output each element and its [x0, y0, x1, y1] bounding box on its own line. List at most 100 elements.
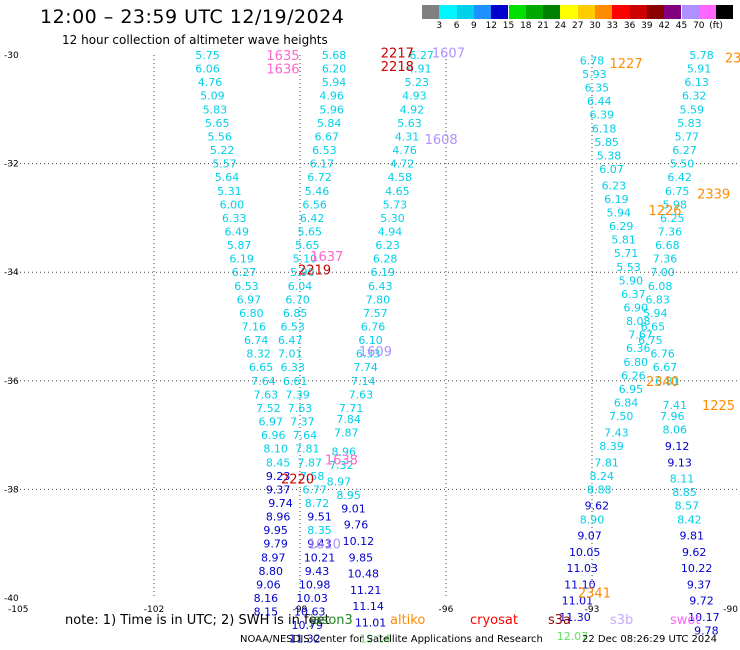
wave-height-value: 11.14	[352, 600, 384, 613]
pass-time-label: 2218	[381, 60, 414, 75]
mission-label: cryosat	[470, 613, 518, 628]
scale-swatch	[698, 5, 717, 19]
lat-tick-label: -30	[4, 51, 19, 61]
scale-swatch	[508, 5, 526, 19]
scale-label: 36	[623, 21, 636, 31]
wave-height-value: 5.96	[319, 103, 344, 116]
wave-height-value: 10.12	[343, 535, 375, 548]
wave-height-value: 6.19	[370, 266, 395, 279]
scale-swatch	[456, 5, 474, 19]
wave-height-value: 6.08	[648, 280, 673, 293]
wave-height-value: 6.80	[239, 307, 264, 320]
wave-height-value: 5.75	[195, 49, 220, 62]
wave-height-value: 8.97	[327, 475, 352, 488]
wave-height-value: 9.74	[268, 497, 293, 510]
wave-height-value: 11.10	[564, 578, 596, 591]
lat-tick-label: -34	[4, 268, 19, 278]
wave-height-value: 6.37	[621, 288, 646, 301]
wave-height-value: 5.90	[619, 274, 644, 287]
wave-height-value: 7.64	[251, 375, 276, 388]
wave-height-value: 6.76	[650, 348, 675, 361]
wave-height-value: 6.75	[665, 185, 690, 198]
wave-height-value: 8.97	[261, 551, 286, 564]
lat-tick-label: -38	[4, 485, 19, 495]
pass-time-label: 1635	[266, 49, 299, 64]
scale-swatch	[716, 5, 734, 19]
wave-height-value: 6.56	[302, 198, 327, 211]
pass-time-label: 2339	[697, 187, 730, 202]
wave-height-value: 7.16	[242, 321, 267, 334]
scale-swatch	[422, 5, 440, 19]
wave-height-value: 10.05	[569, 546, 601, 559]
wave-height-value: 6.83	[645, 293, 670, 306]
wave-height-value: 6.80	[624, 356, 649, 369]
wave-height-value: 6.04	[288, 280, 313, 293]
wave-height-value: 6.67	[315, 130, 340, 143]
wave-height-value: 4.96	[319, 90, 344, 103]
wave-height-value: 6.19	[604, 193, 629, 206]
scale-label: 42	[658, 21, 670, 31]
wave-height-value: 11.03	[567, 562, 599, 575]
page-title: 12:00 – 23:59 UTC 12/19/2024	[40, 6, 345, 28]
wave-height-value: 6.90	[624, 301, 649, 314]
wave-height-value: 7.67	[628, 329, 653, 342]
wave-height-value: 9.01	[341, 502, 366, 515]
wave-height-value: 9.43	[307, 538, 332, 551]
wave-height-value: 5.64	[215, 171, 240, 184]
wave-height-value: 4.76	[392, 144, 417, 157]
scale-label: 3	[436, 21, 443, 31]
wave-height-value: 6.27	[409, 49, 434, 62]
wave-height-value: 6.23	[375, 239, 400, 252]
wave-height-value: 8.96	[266, 511, 291, 524]
wave-height-value: 4.72	[390, 158, 415, 171]
wave-height-value: 5.83	[677, 117, 702, 130]
mission-label: jason3	[310, 613, 353, 628]
scale-swatch	[681, 5, 699, 19]
wave-height-value: 5.22	[210, 144, 235, 157]
wave-height-value: 8.72	[305, 497, 330, 510]
scale-label: 21	[537, 21, 549, 31]
wave-height-value: 5.77	[675, 130, 700, 143]
wave-height-value: 7.81	[295, 443, 320, 456]
wave-height-value: 10.48	[348, 568, 380, 581]
wave-height-value: 9.62	[585, 500, 610, 513]
wave-height-value: 8.24	[589, 470, 614, 483]
wave-height-value: 7.84	[336, 413, 361, 426]
wave-height-value: 6.44	[587, 95, 612, 108]
wave-height-value: 8.06	[662, 424, 687, 437]
wave-height-value: 6.18	[592, 122, 617, 135]
wave-height-value: 11.01	[562, 595, 594, 608]
wave-height-value: 6.61	[283, 375, 308, 388]
wave-height-value: 6.35	[585, 82, 610, 95]
wave-height-value: 6.00	[220, 198, 245, 211]
scale-label: 18	[520, 21, 532, 31]
wave-height-value: 6.19	[229, 253, 254, 266]
wave-height-value: 6.53	[280, 321, 305, 334]
scale-swatch	[543, 5, 561, 19]
scale-label: 9	[471, 21, 477, 31]
pass-time-label: 1610	[308, 538, 341, 553]
wave-height-value: 7.36	[653, 253, 678, 266]
wave-height-value: 6.53	[312, 144, 337, 157]
scale-swatch	[595, 5, 613, 19]
wave-height-value: 5.59	[680, 103, 705, 116]
wave-height-value: 4.92	[400, 103, 425, 116]
wave-height-value: 8.35	[307, 524, 332, 537]
scale-swatch	[646, 5, 665, 19]
lat-tick-label: -40	[4, 594, 19, 604]
wave-height-value: 9.12	[665, 440, 690, 453]
wave-height-value: 10.63	[294, 606, 326, 619]
wave-height-value: 6.07	[599, 163, 624, 176]
wave-height-value: 11.21	[350, 584, 382, 597]
wave-height-value: 7.50	[609, 410, 634, 423]
wave-height-value: 5.87	[227, 239, 252, 252]
wave-height-value: 8.11	[670, 473, 695, 486]
wave-height-value: 5.50	[670, 158, 695, 171]
scale-swatch	[439, 5, 457, 19]
scale-label: 70	[693, 21, 705, 31]
wave-height-value: 6.97	[237, 293, 262, 306]
wave-height-value: 7.58	[300, 470, 325, 483]
wave-height-value: 6.42	[300, 212, 325, 225]
wave-height-value: 5.90	[290, 266, 315, 279]
wave-height-value: 5.83	[203, 103, 228, 116]
